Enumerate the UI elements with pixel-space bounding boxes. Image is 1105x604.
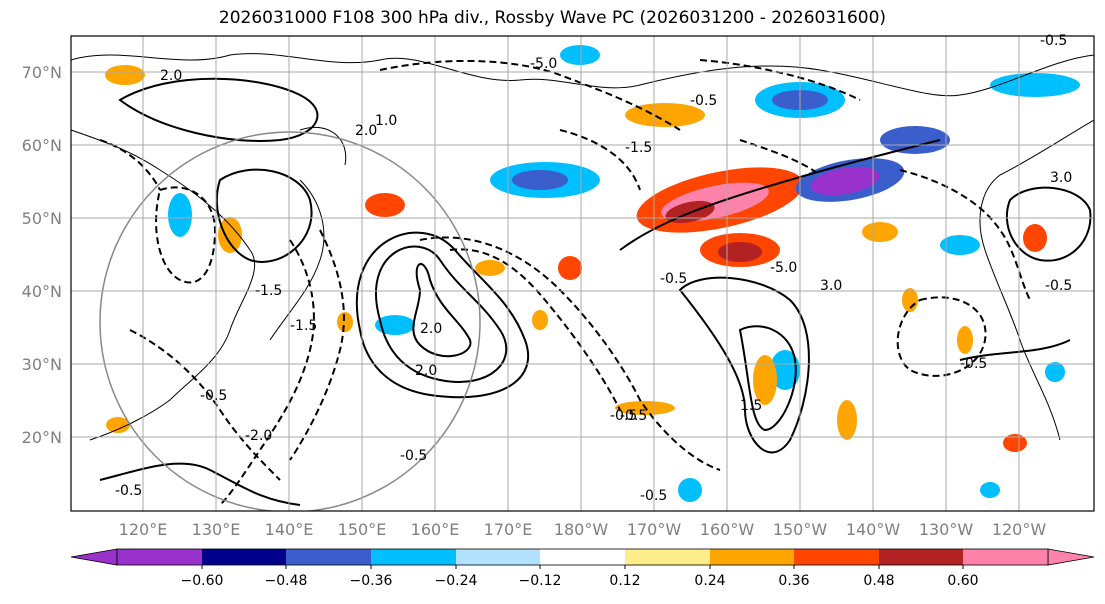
contour-label: -1.5	[625, 140, 652, 156]
reference-circle	[99, 131, 481, 511]
colorbar-bin	[117, 549, 202, 565]
colorbar-extend-min	[70, 548, 118, 566]
colorbar-tick-label: −0.36	[350, 573, 393, 589]
lon-label: 160°E	[411, 520, 460, 539]
colorbar-extend-max	[1047, 548, 1095, 566]
colorbar-bin	[794, 549, 879, 565]
colorbar: −0.60 −0.48 −0.36 −0.24 −0.12 0.12 0.24 0.36 0.4…	[70, 548, 1095, 589]
contour-label: -5.0	[530, 56, 557, 72]
divergence-shading	[105, 45, 1080, 502]
colorbar-tick-label: −0.48	[265, 573, 308, 589]
lat-label: 20°N	[22, 428, 62, 447]
gridlines	[71, 36, 1094, 511]
colorbar-bin	[540, 549, 625, 565]
colorbar-tick-label: 0.60	[947, 573, 978, 589]
lon-label: 130°W	[919, 520, 974, 539]
lat-label: 60°N	[22, 136, 62, 155]
contour-label: -1.5	[255, 283, 282, 299]
contour-lines-dashed	[99, 59, 1031, 506]
contour-label: 1.0	[375, 113, 397, 129]
colorbar-tick-label: −0.60	[181, 573, 224, 589]
contour-label: -5.0	[770, 260, 797, 276]
colorbar-bin	[710, 549, 794, 565]
colorbar-bin	[286, 549, 371, 565]
contour-labels: 2.02.0-5.01.02.02.0-1.53.0-0.5-5.0-0.5-2…	[115, 33, 1072, 504]
contour-label: -0.5	[200, 388, 227, 404]
lon-label: 140°W	[846, 520, 901, 539]
coastlines	[71, 53, 1094, 441]
lon-label: 170°W	[627, 520, 682, 539]
contour-label: -0.5	[690, 93, 717, 109]
map-title: 2026031000 F108 300 hPa div., Rossby Wav…	[218, 8, 887, 28]
latitude-labels: 70°N 60°N 50°N 40°N 30°N 20°N	[22, 63, 62, 447]
colorbar-bin	[963, 549, 1048, 565]
contour-label: 2.0	[160, 68, 182, 84]
lat-label: 30°N	[22, 355, 62, 374]
lat-label: 70°N	[22, 63, 62, 82]
contour-label: 2.0	[420, 321, 442, 337]
contour-label: 2.0	[355, 123, 377, 139]
colorbar-bin	[456, 549, 540, 565]
lon-label: 170°E	[484, 520, 533, 539]
colorbar-tick-label: 0.24	[694, 573, 725, 589]
lat-label: 40°N	[22, 282, 62, 301]
lon-label: 150°E	[338, 520, 387, 539]
colorbar-bin	[625, 549, 710, 565]
colorbar-tick-label: 0.36	[778, 573, 809, 589]
map-area	[71, 36, 1094, 511]
colorbar-bin	[371, 549, 456, 565]
contour-label: 2.0	[415, 363, 437, 379]
colorbar-bin	[879, 549, 963, 565]
map-border	[70, 35, 1095, 512]
contour-label: -0.5	[640, 488, 667, 504]
contour-label: -0.5	[115, 483, 142, 499]
contour-label: -0.5	[610, 408, 637, 424]
lon-label: 160°W	[700, 520, 755, 539]
contour-lines	[99, 77, 1092, 506]
contour-label: -0.5	[1045, 278, 1072, 294]
contour-label: -0.5	[400, 448, 427, 464]
colorbar-tick-label: −0.12	[519, 573, 562, 589]
contour-label: -0.5	[660, 271, 687, 287]
colorbar-tick-label: 0.48	[863, 573, 894, 589]
longitude-labels: 120°E 130°E 140°E 150°E 160°E 170°E 180°W 170°W…	[119, 520, 1047, 539]
contour-label: -1.5	[290, 318, 317, 334]
contour-label: -0.5	[960, 356, 987, 372]
lon-label: 130°E	[192, 520, 241, 539]
lon-label: 120°W	[992, 520, 1047, 539]
contour-label: -0.5	[620, 408, 647, 424]
contour-label: 3.0	[1050, 170, 1072, 186]
colorbar-bin	[202, 549, 286, 565]
contour-label: -0.5	[1040, 33, 1067, 49]
contour-label: -2.0	[245, 428, 272, 444]
lon-label: 180°W	[554, 520, 609, 539]
lon-label: 140°E	[265, 520, 314, 539]
colorbar-tick-label: 0.12	[609, 573, 640, 589]
lon-label: 120°E	[119, 520, 168, 539]
contour-label: 1.5	[740, 398, 762, 414]
colorbar-tick-label: −0.24	[435, 573, 478, 589]
lon-label: 150°W	[773, 520, 828, 539]
contour-label: 3.0	[820, 278, 842, 294]
lat-label: 50°N	[22, 209, 62, 228]
